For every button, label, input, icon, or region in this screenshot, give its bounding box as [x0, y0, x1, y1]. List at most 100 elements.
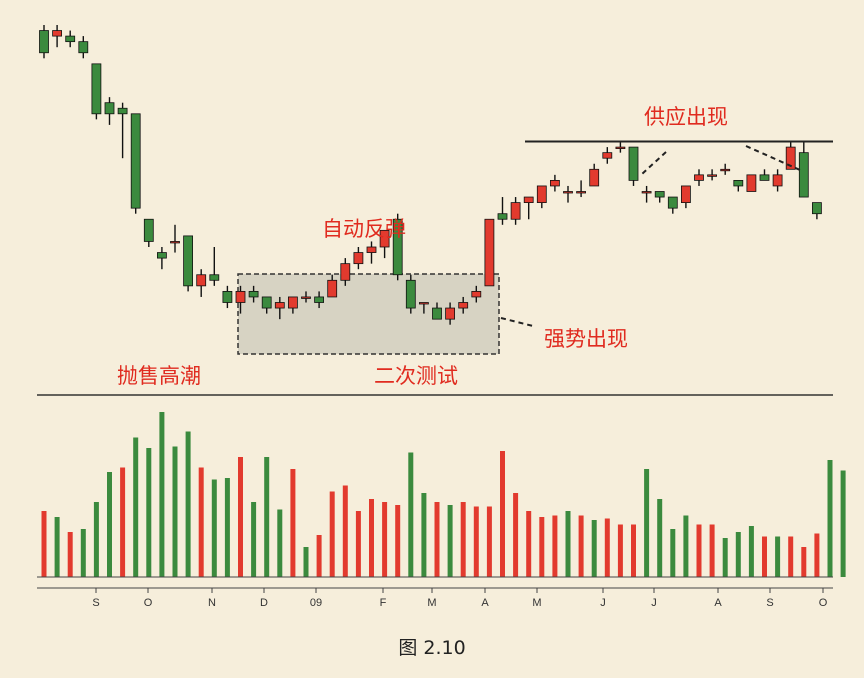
volume-bar [264, 457, 270, 577]
volume-bar [382, 502, 388, 577]
x-tick-label: A [714, 597, 722, 609]
volume-bar [41, 511, 47, 577]
candle-body [314, 296, 325, 303]
volume-bar [526, 511, 532, 577]
volume-bar [500, 451, 505, 577]
figure-caption: 图 2.10 [398, 637, 465, 659]
auto-rally-label: 自动反弹 [322, 217, 406, 241]
candle-body [654, 191, 665, 198]
x-tick-label: J [651, 597, 657, 609]
volume-bar [185, 431, 191, 577]
volume-bar [369, 499, 374, 577]
volume-bar [617, 524, 623, 577]
volume-bar [355, 511, 361, 577]
volume-bar [657, 499, 663, 577]
volume-bar [722, 538, 728, 577]
candle-body [52, 30, 62, 37]
volume-bar [814, 533, 820, 577]
volume-bar [735, 532, 741, 577]
candle-body [392, 218, 403, 276]
candle-body [694, 174, 704, 181]
volume-layer [41, 412, 846, 577]
supply-pointer-left [641, 151, 667, 175]
volume-bar [395, 505, 401, 577]
volume-bar [696, 524, 702, 577]
volume-bar [133, 437, 139, 577]
candle-body [39, 30, 49, 54]
candle-body [156, 252, 167, 259]
volume-bar [670, 529, 676, 577]
candle-body [733, 179, 744, 187]
volume-bar [827, 460, 833, 577]
candle-body [576, 191, 586, 194]
volume-bar [631, 524, 636, 577]
x-tick-label: S [766, 597, 773, 609]
supply-label: 供应出现 [644, 105, 728, 129]
candle-body [798, 152, 809, 198]
volume-bar [67, 532, 73, 577]
candle-body [720, 168, 731, 172]
volume-bar [683, 515, 689, 577]
x-tick-label: M [532, 597, 541, 609]
candle-body [287, 296, 298, 309]
strength-label: 强势出现 [544, 327, 628, 351]
candle-body [510, 202, 521, 220]
candle-body [759, 174, 770, 181]
candle-body [340, 263, 351, 281]
candle-body [628, 146, 639, 181]
candle-body [602, 152, 613, 159]
volume-bar [513, 493, 519, 577]
candle-body [78, 41, 89, 54]
candle-body [563, 191, 573, 194]
candle-body [274, 302, 285, 309]
x-tick-label: S [92, 597, 99, 609]
candle-body [405, 279, 416, 309]
x-tick-label: O [144, 597, 153, 609]
candles-layer [39, 25, 822, 325]
candle-body [301, 296, 311, 299]
candle-body [209, 274, 220, 281]
volume-bar [93, 502, 99, 577]
volume-bar [578, 515, 584, 577]
candle-body [222, 290, 233, 303]
candle-body [772, 174, 783, 187]
candle-body [196, 274, 207, 287]
candle-body [183, 235, 194, 287]
trading-range-box [237, 273, 500, 355]
volume-bar [342, 485, 348, 577]
candle-body [130, 113, 141, 209]
volume-bar [421, 493, 427, 577]
candle-body [536, 185, 547, 203]
volume-bar [775, 536, 781, 577]
volume-bar [565, 511, 571, 577]
volume-bar [604, 518, 610, 577]
candle-body [746, 174, 757, 192]
candle-body [458, 302, 469, 309]
x-tick-label: M [427, 597, 436, 609]
volume-bar [840, 470, 846, 577]
volume-bar [303, 547, 309, 577]
volume-bar [788, 536, 794, 577]
volume-bar [54, 517, 60, 577]
x-tick-label: O [819, 597, 828, 609]
volume-bar [539, 517, 545, 577]
volume-bar [251, 502, 257, 577]
candle-body [235, 290, 246, 303]
volume-bar [644, 469, 650, 577]
candle-body [143, 218, 154, 242]
volume-bar [211, 479, 217, 577]
volume-bar [146, 448, 152, 577]
secondary-test-label: 二次测试 [374, 364, 458, 388]
x-axis-ticks: S O N D 09 F M A M J J A S O [92, 588, 828, 609]
candle-body [91, 63, 102, 115]
candle-body [641, 191, 652, 194]
volume-bar [591, 520, 597, 577]
x-tick-label: 09 [310, 597, 322, 609]
candle-body [497, 213, 508, 220]
volume-bar [159, 412, 165, 577]
volume-bar [107, 472, 112, 577]
x-tick-label: J [600, 597, 606, 609]
candle-body [681, 185, 691, 203]
candle-body [353, 252, 364, 265]
